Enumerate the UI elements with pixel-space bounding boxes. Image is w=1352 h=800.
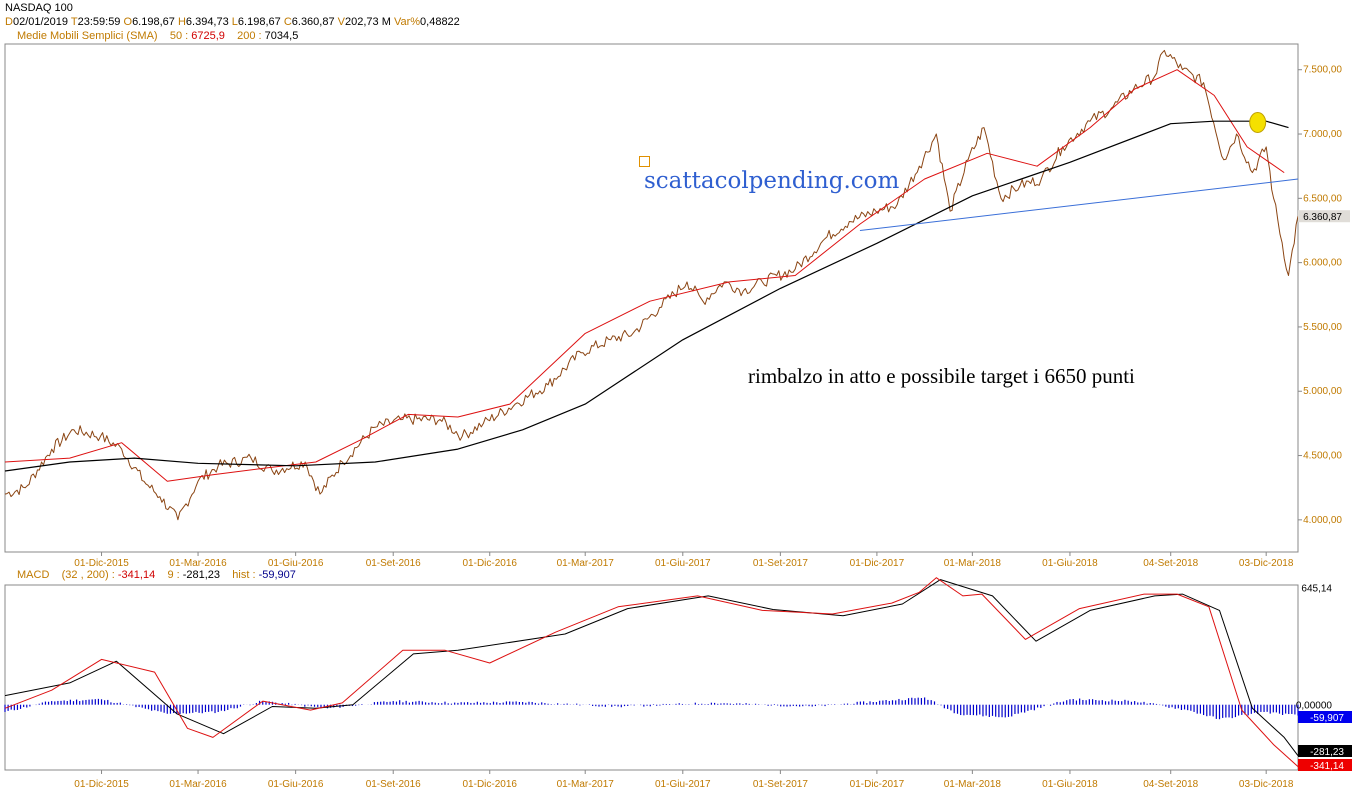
open-key: O: [123, 16, 133, 28]
price-ytick-label: 4.000,00: [1303, 515, 1342, 526]
macd-value-tag: [1298, 759, 1352, 771]
annotation-text: rimbalzo in atto e possibile target i 66…: [748, 364, 1135, 388]
sma200-value: 7034,5: [264, 30, 299, 42]
high-value: 6.394,73: [185, 16, 229, 28]
sma-legend: Medie Mobili Semplici (SMA) 50 : 6725,9 …: [17, 30, 298, 42]
macd-ytick-label: 0,00000: [1296, 701, 1333, 712]
macd-ytick-label: 645,14: [1301, 584, 1332, 595]
sma-title: Medie Mobili Semplici (SMA): [17, 30, 158, 42]
price-ytick-label: 6.500,00: [1303, 193, 1342, 204]
macd-value-tag: [1298, 711, 1352, 723]
volume-key: V: [337, 16, 345, 28]
ohlc-readout: D02/01/2019 T23:59:59 O6.198,67 H6.394,7…: [5, 16, 460, 28]
time-key: T: [70, 16, 78, 28]
price-line: [4, 49, 1299, 521]
last-value-tag: [1298, 210, 1350, 223]
macd-value-label: -281,23: [1310, 747, 1344, 758]
sma50-value: 6725,9: [191, 30, 225, 42]
macd-xtick-label: 01-Giu-2017: [655, 779, 711, 790]
xtick-label: 01-Giu-2017: [655, 558, 711, 569]
low-key: L: [231, 16, 238, 28]
date-value: 02/01/2019: [12, 16, 69, 28]
macd-xtick-label: 04-Set-2018: [1143, 779, 1198, 790]
xtick-label: 01-Dic-2015: [74, 558, 129, 569]
signal-value: -281,23: [182, 569, 221, 581]
price-plot: [4, 49, 1299, 521]
watermark-square-icon: [639, 156, 650, 167]
var-value: 0,48822: [420, 16, 460, 28]
macd-xtick-label: 03-Dic-2018: [1239, 779, 1294, 790]
macd-legend: MACD (32 , 200) : -341,14 9 : -281,23 hi…: [17, 569, 296, 581]
watermark-text: scattacolpending.com: [644, 168, 900, 194]
instrument-title: NASDAQ 100: [5, 2, 73, 14]
price-panel-frame: [4, 43, 1299, 553]
signal-key: 9 :: [167, 569, 180, 581]
macd-value-tag: [1298, 745, 1352, 757]
xtick-label: 01-Mar-2018: [944, 558, 1002, 569]
crossover-marker: [1249, 111, 1267, 133]
volume-value: 202,73 M: [345, 16, 391, 28]
xtick-label: 01-Mar-2016: [169, 558, 227, 569]
axes: 4.000,00 4.500,00 5.000,00 5.500,00 6.000,00…: [74, 65, 1352, 790]
xtick-label: 01-Dic-2016: [463, 558, 518, 569]
var-key: Var%: [393, 16, 421, 28]
trendline: [859, 178, 1299, 231]
xtick-label: 01-Giu-2016: [268, 558, 324, 569]
macd-xtick-label: 01-Set-2016: [366, 779, 421, 790]
price-ytick-label: 5.500,00: [1303, 322, 1342, 333]
macd-xtick-label: 01-Giu-2018: [1042, 779, 1098, 790]
high-key: H: [177, 16, 186, 28]
macd-line: [4, 577, 1299, 767]
last-value-label: 6.360,87: [1303, 212, 1342, 223]
macd-xtick-label: 01-Giu-2016: [268, 779, 324, 790]
sma200-line: [4, 120, 1289, 472]
xtick-label: 01-Set-2017: [753, 558, 808, 569]
close-key: C: [283, 16, 292, 28]
date-key: D: [5, 16, 13, 28]
hist-key: hist :: [232, 569, 256, 581]
price-ytick-label: 7.500,00: [1303, 65, 1342, 76]
open-value: 6.198,67: [132, 16, 175, 28]
price-ytick-label: 6.000,00: [1303, 258, 1342, 269]
macd-value-label: -341,14: [1310, 761, 1344, 772]
macd-xtick-label: 01-Dic-2016: [463, 779, 518, 790]
xtick-label: 03-Dic-2018: [1239, 558, 1294, 569]
xtick-label: 01-Giu-2018: [1042, 558, 1098, 569]
price-ytick-label: 5.000,00: [1303, 386, 1342, 397]
macd-xtick-label: 01-Mar-2017: [557, 779, 615, 790]
price-ytick-label: 7.000,00: [1303, 129, 1342, 140]
xtick-label: 04-Set-2018: [1143, 558, 1198, 569]
macd-xtick-label: 01-Dic-2017: [850, 779, 905, 790]
macd-xtick-label: 01-Mar-2016: [169, 779, 227, 790]
close-value: 6.360,87: [291, 16, 335, 28]
hist-value: -59,907: [258, 569, 296, 581]
macd-panel-frame: [4, 584, 1299, 771]
xtick-label: 01-Set-2016: [366, 558, 421, 569]
macd-xtick-label: 01-Mar-2018: [944, 779, 1002, 790]
low-value: 6.198,67: [237, 16, 281, 28]
time-value: 23:59:59: [77, 16, 121, 28]
macd-xtick-label: 01-Set-2017: [753, 779, 808, 790]
sma50-key: 50 :: [169, 30, 189, 42]
sma50-line: [4, 69, 1285, 482]
price-ytick-label: 4.500,00: [1303, 451, 1342, 462]
macd-label: MACD: [17, 569, 50, 581]
sma200-key: 200 :: [237, 30, 262, 42]
macd-xtick-label: 01-Dic-2015: [74, 779, 129, 790]
macd-params: (32 , 200) :: [61, 569, 115, 581]
macd-value-label: -59,907: [1310, 713, 1344, 724]
xtick-label: 01-Mar-2017: [557, 558, 615, 569]
xtick-label: 01-Dic-2017: [850, 558, 905, 569]
macd-value: -341,14: [117, 569, 156, 581]
